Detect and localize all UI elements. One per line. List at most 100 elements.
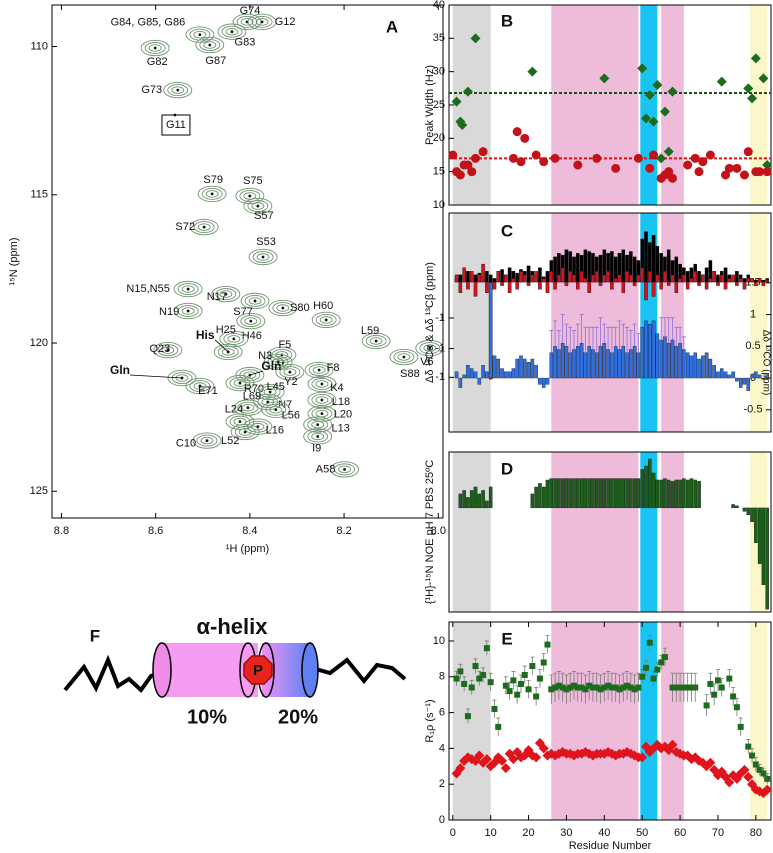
bar — [473, 486, 478, 509]
bar — [526, 265, 531, 283]
contour — [236, 15, 258, 28]
y-tick-label: 125 — [30, 485, 48, 497]
bar — [716, 274, 720, 283]
contour — [236, 312, 266, 330]
peak — [202, 225, 206, 229]
peak — [288, 370, 292, 374]
bar — [757, 374, 762, 379]
bar — [538, 377, 542, 385]
bar — [462, 374, 466, 379]
y2-tick-label: 0.5 — [745, 340, 760, 352]
peak-label: S57 — [254, 210, 274, 222]
contour — [263, 388, 277, 396]
bar — [541, 377, 546, 388]
contour — [167, 84, 189, 97]
contour — [233, 379, 247, 387]
bar — [560, 478, 565, 509]
highlight-region — [640, 5, 658, 205]
y-tick-label: 110 — [30, 40, 48, 52]
data-point — [457, 120, 468, 130]
y2-axis-label: Δδ ¹³CO (ppm) — [760, 330, 771, 396]
bar — [466, 271, 470, 283]
data-point — [739, 170, 749, 180]
contour — [197, 223, 211, 231]
bar — [568, 352, 572, 379]
helix-end — [301, 642, 319, 698]
contour — [237, 401, 259, 414]
bar — [704, 352, 709, 379]
data-point — [737, 723, 744, 730]
highlight-region — [661, 452, 684, 612]
contour — [256, 253, 270, 261]
bar — [477, 274, 482, 283]
peak-label: V6 — [420, 356, 433, 368]
bar — [496, 358, 501, 379]
data-point — [552, 684, 559, 691]
peak-label: G12 — [275, 16, 296, 28]
bar — [750, 507, 754, 523]
x-axis-label: Residue Number — [569, 840, 652, 852]
contour — [265, 403, 287, 416]
bar — [663, 271, 667, 283]
bar — [632, 281, 637, 286]
bar — [488, 282, 493, 379]
data-point — [461, 680, 468, 687]
bar — [568, 478, 572, 509]
data-point — [559, 684, 566, 691]
plot-frame — [51, 4, 444, 519]
contour — [153, 342, 183, 359]
peak — [268, 390, 272, 394]
bar — [488, 486, 493, 509]
bar — [697, 281, 701, 286]
bar — [712, 365, 716, 379]
x-tick-label: 80 — [750, 827, 762, 839]
bar — [553, 281, 557, 290]
peak-label: Q23 — [149, 343, 170, 355]
contour — [240, 292, 270, 310]
data-point — [730, 693, 737, 700]
peak-label: F8 — [327, 362, 340, 374]
data-point — [656, 153, 667, 164]
data-point — [705, 757, 716, 768]
peak — [402, 355, 406, 359]
contour — [397, 353, 411, 361]
bar — [576, 346, 580, 379]
data-point — [688, 684, 695, 691]
contour — [230, 423, 260, 441]
bar — [674, 479, 679, 509]
x-tick-label: 8.8 — [54, 525, 69, 537]
data-point — [529, 663, 536, 670]
bar — [735, 271, 739, 283]
peak — [248, 194, 252, 198]
data-point — [633, 153, 643, 163]
data-point — [677, 684, 684, 691]
peak-label: G11 — [166, 119, 186, 131]
y-tick-label: 2 — [439, 778, 445, 790]
bar — [685, 281, 690, 290]
peak-label: G83 — [235, 37, 256, 49]
bar — [530, 274, 535, 283]
data-point — [481, 754, 492, 765]
bar — [666, 342, 671, 379]
contour — [173, 302, 203, 320]
data-point — [463, 160, 473, 170]
data-point — [652, 80, 663, 90]
data-point — [472, 663, 479, 670]
bar — [591, 349, 595, 379]
bar — [473, 371, 478, 379]
bar — [761, 281, 766, 286]
bar — [663, 336, 667, 379]
bar — [708, 278, 713, 283]
contour — [181, 307, 195, 315]
bar — [621, 281, 626, 293]
bar — [761, 507, 766, 585]
contour — [311, 378, 333, 390]
bar — [754, 281, 758, 286]
contour — [211, 285, 241, 303]
contour — [140, 39, 170, 57]
bar — [500, 269, 504, 283]
data-point — [455, 170, 465, 180]
data-point — [592, 153, 602, 163]
label-leader — [214, 339, 229, 353]
peak-label: S72 — [175, 221, 195, 233]
